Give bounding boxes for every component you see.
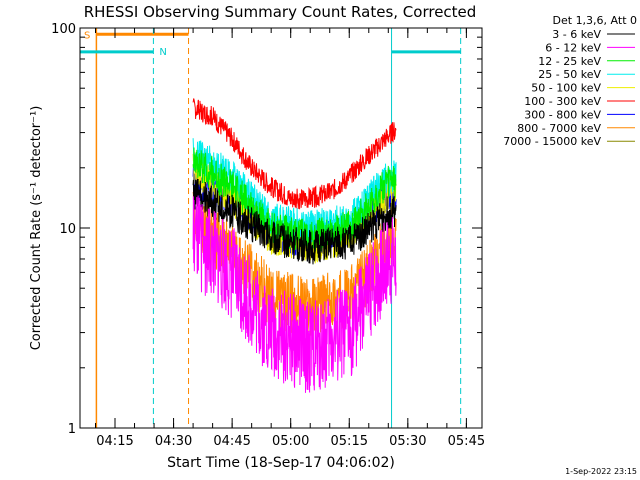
x-axis-label: Start Time (18-Sep-17 04:06:02) bbox=[167, 455, 395, 471]
legend-label: 7000 - 15000 keV bbox=[503, 135, 601, 148]
footer-date: 1-Sep-2022 23:15 bbox=[565, 467, 637, 476]
x-axis: 04:15 04:30 04:45 05:00 05:15 05:30 05:45 bbox=[94, 28, 485, 449]
legend-label: 25 - 50 keV bbox=[538, 68, 601, 81]
x-tick-label: 04:15 bbox=[96, 434, 133, 449]
night-label: N bbox=[159, 47, 166, 58]
x-tick-label: 04:45 bbox=[213, 434, 250, 449]
y-tick-label: 1 bbox=[68, 422, 76, 437]
y-axis: 1 10 100 bbox=[51, 22, 482, 437]
series-100-300-keV-line bbox=[192, 98, 397, 210]
x-tick-label: 05:00 bbox=[272, 434, 309, 449]
legend-label: 100 - 300 keV bbox=[524, 95, 601, 108]
data-series bbox=[192, 98, 397, 393]
saa-label: S bbox=[84, 30, 90, 41]
y-tick-label: 10 bbox=[59, 222, 76, 237]
y-axis-label: Corrected Count Rate (s⁻¹ detector⁻¹) bbox=[29, 106, 44, 351]
x-tick-label: 05:15 bbox=[331, 434, 368, 449]
x-tick-label: 05:45 bbox=[448, 434, 485, 449]
series-6-12-keV-line bbox=[192, 195, 397, 393]
legend-title: Det 1,3,6, Att 0 bbox=[553, 14, 637, 27]
series-800-7000-keV-line bbox=[192, 191, 397, 336]
series-3-6-keV-line bbox=[192, 178, 397, 265]
legend-label: 3 - 6 keV bbox=[552, 28, 601, 41]
legend-label: 800 - 7000 keV bbox=[517, 122, 601, 135]
legend-label: 50 - 100 keV bbox=[531, 82, 601, 95]
legend-label: 12 - 25 keV bbox=[538, 55, 601, 68]
observing-markers: SN bbox=[80, 28, 462, 428]
legend-label: 6 - 12 keV bbox=[545, 41, 601, 54]
y-tick-label: 100 bbox=[51, 22, 76, 37]
x-tick-label: 05:30 bbox=[389, 434, 426, 449]
chart-title: RHESSI Observing Summary Count Rates, Co… bbox=[84, 3, 477, 21]
x-tick-label: 04:30 bbox=[155, 434, 192, 449]
legend-label: 300 - 800 keV bbox=[524, 108, 601, 121]
